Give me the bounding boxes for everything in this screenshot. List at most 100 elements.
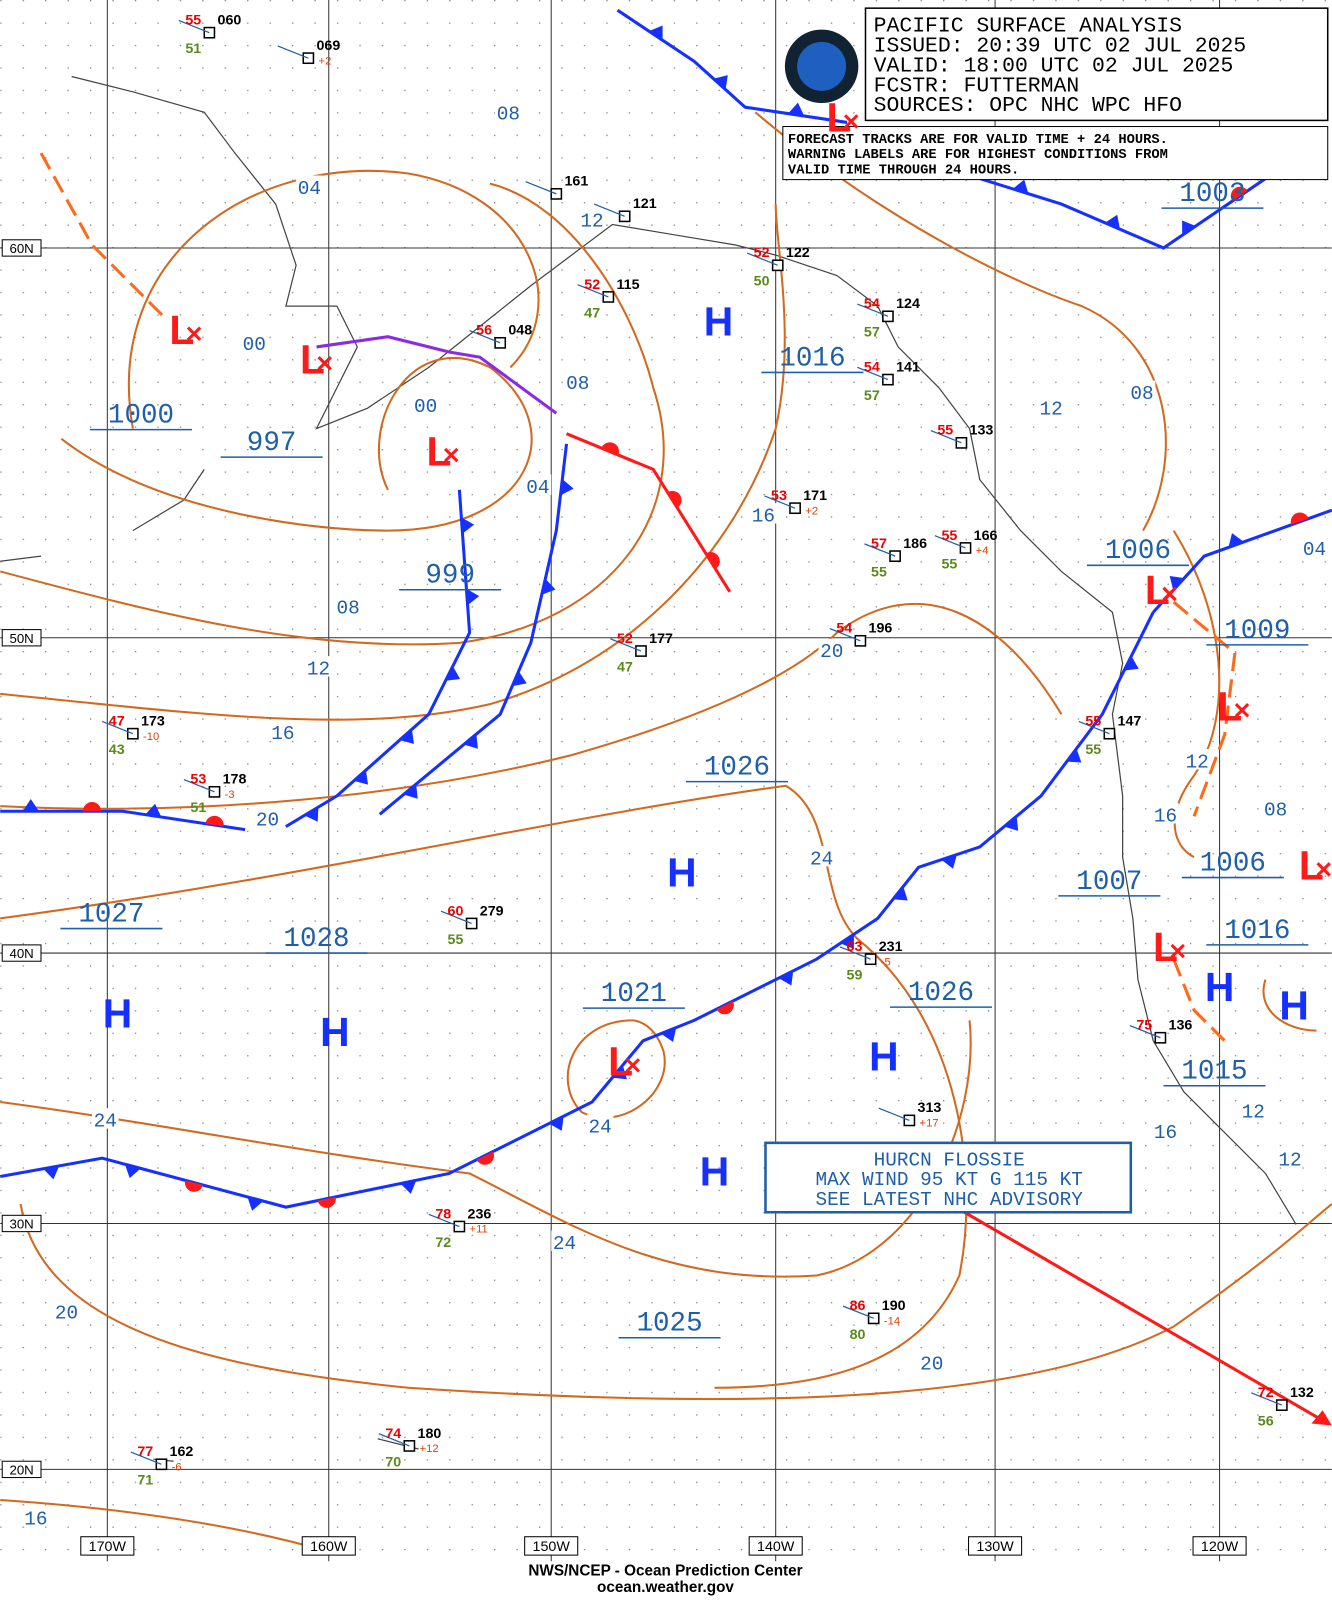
isobar-label: 20 [55, 1302, 78, 1324]
cold-front-mark [941, 854, 957, 869]
station-pressure: 161 [564, 174, 588, 190]
wind-barb [610, 638, 642, 652]
station-marker [453, 1220, 466, 1233]
high-center: H [667, 850, 696, 896]
station-pressure: 173 [141, 714, 165, 730]
cold-front-mark [463, 734, 478, 749]
station-marker [889, 550, 901, 562]
lon-label: 120W [1201, 1539, 1239, 1555]
high-center: H [1205, 964, 1234, 1010]
hurricane-line: MAX WIND 95 KT G 115 KT [815, 1169, 1082, 1191]
station-marker [882, 373, 894, 386]
station-pressure: 121 [633, 196, 657, 212]
cold-front-mark [788, 102, 805, 117]
lat-label: 30N [9, 1217, 33, 1232]
station-temperature: 78 [435, 1206, 451, 1222]
isobar-label: 24 [810, 848, 833, 870]
warm-front-mark [705, 552, 720, 570]
low-x [1234, 702, 1250, 718]
cold-front-mark [461, 517, 475, 534]
warm-front-mark [716, 1000, 734, 1015]
isobar-label-bg [1183, 748, 1211, 770]
station-pressure: 069 [317, 38, 341, 54]
station-temperature: 75 [1136, 1018, 1152, 1034]
high-center: H [1279, 982, 1308, 1028]
low-x [1162, 586, 1177, 602]
wind-barb [101, 720, 134, 735]
lon-label-box [748, 1536, 803, 1556]
high-center: H [320, 1009, 349, 1055]
isobar-label: 04 [1303, 539, 1326, 561]
wind-barb [183, 779, 215, 793]
isobar-label-bg [241, 331, 268, 353]
station-temperature: 60 [448, 903, 464, 919]
warm-front-mark [1230, 186, 1248, 202]
warm-front-mark [205, 815, 224, 827]
station-pressure: 147 [1118, 714, 1142, 730]
station-pressure: 141 [896, 359, 920, 375]
lon-label: 140W [757, 1539, 795, 1555]
cold-front-mark [445, 666, 461, 681]
noaa-logo-inner [797, 41, 847, 91]
isobar-label: 16 [271, 723, 294, 745]
isobar-label-bg [918, 1351, 946, 1372]
wind-barb [857, 303, 889, 317]
station-temperature: 47 [109, 714, 125, 730]
isobar-label-bg [1037, 395, 1065, 417]
isobar-label: 24 [94, 1111, 117, 1133]
isobar-label-bg [53, 1300, 80, 1321]
wind-barb [842, 1305, 874, 1319]
station-dewpoint: 43 [109, 742, 125, 758]
isobar-label: 12 [580, 211, 603, 233]
warm-front-mark [317, 1196, 336, 1208]
lon-label-box [968, 1536, 1023, 1556]
wind-barb [934, 535, 966, 549]
station-temperature: 52 [617, 631, 633, 647]
header-line: FCSTR: FUTTERMAN [874, 74, 1080, 98]
station-tendency: +11 [470, 1224, 488, 1236]
station-pressure: 115 [617, 277, 640, 293]
isobar-label: 04 [526, 477, 549, 499]
isobar-label-bg [269, 720, 297, 741]
station-tendency: +17 [920, 1118, 939, 1130]
high-center: H [103, 991, 132, 1037]
wind-barb [857, 366, 889, 381]
cold-front-mark [247, 1196, 264, 1211]
lat-label-box [1, 239, 42, 257]
isobar-label-bg [334, 594, 362, 616]
low-x [443, 447, 459, 463]
grid-dots [0, 0, 1332, 1562]
cold-front-mark [1012, 179, 1029, 194]
isobar-label: 24 [553, 1233, 576, 1255]
station-dewpoint: 55 [448, 932, 464, 948]
pressure-value: 1028 [283, 924, 349, 955]
station-pressure: 279 [480, 903, 504, 919]
station-temperature: 54 [836, 621, 852, 637]
station-tendency: -6 [172, 1461, 182, 1473]
isobar-label-bg [551, 1230, 578, 1252]
station-tendency: -3 [225, 789, 235, 801]
wind-barb [178, 19, 210, 34]
isobar-label-bg [818, 638, 846, 660]
wind-barb [378, 1433, 410, 1447]
wind-barb [428, 1213, 460, 1228]
warm-front-mark [184, 1180, 203, 1192]
cold-front-mark [1228, 533, 1244, 548]
lon-label: 130W [976, 1539, 1014, 1555]
hurricane-line: SEE LATEST NHC ADVISORY [815, 1189, 1083, 1211]
station-tendency: +12 [420, 1443, 439, 1455]
isobar-label: 12 [1185, 751, 1208, 773]
isobar-label-bg [564, 370, 591, 391]
wind-barb [1250, 1392, 1283, 1406]
isobar-label-bg [524, 474, 552, 495]
lon-label-box [524, 1536, 579, 1556]
lat-label-box [1, 1460, 42, 1479]
station-tendency: -10 [143, 731, 159, 743]
pressure-value: 1007 [1076, 867, 1142, 898]
station-pressure: 048 [508, 323, 532, 339]
isobar-label: 12 [1242, 1101, 1265, 1123]
station-temperature: 53 [771, 488, 787, 504]
wind-barb [746, 252, 778, 266]
station-marker [403, 1440, 416, 1452]
wind-barb [577, 284, 609, 298]
